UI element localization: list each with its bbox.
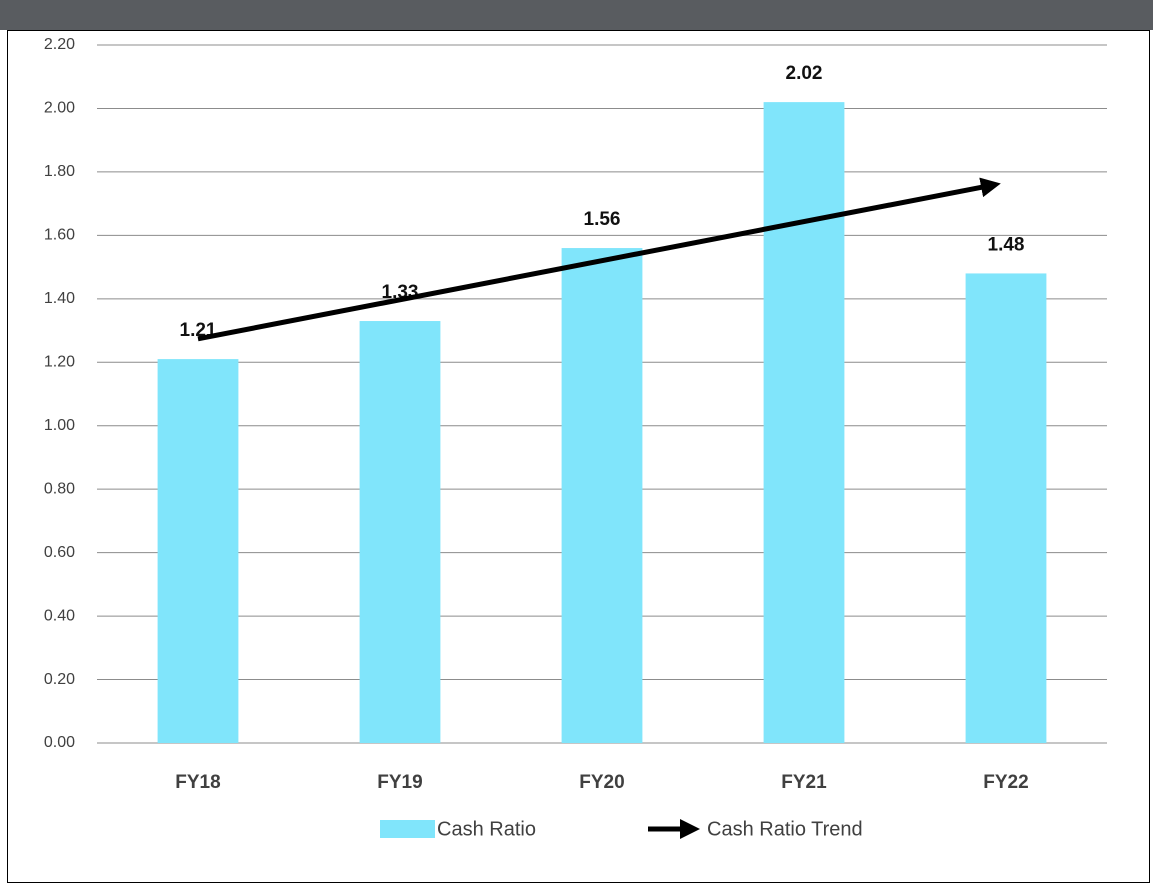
y-tick-label: 2.00 [44,100,75,117]
bar [965,273,1047,743]
trend-line [197,177,1001,342]
legend-swatch [380,820,435,838]
y-tick-label: 0.40 [44,607,75,624]
data-label: 1.48 [988,234,1025,255]
y-tick-label: 0.60 [44,544,75,561]
y-tick-label: 1.20 [44,353,75,370]
header-bar [0,0,1153,30]
bar [763,102,845,744]
data-label: 2.02 [786,63,823,84]
x-tick-label: FY20 [579,772,624,793]
legend-label: Cash Ratio [437,818,536,840]
legend-label: Cash Ratio Trend [707,818,863,840]
y-tick-label: 1.80 [44,163,75,180]
bar [359,321,441,743]
y-tick-label: 0.80 [44,480,75,497]
y-tick-label: 1.60 [44,227,75,244]
y-tick-label: 1.40 [44,290,75,307]
x-tick-label: FY22 [983,772,1028,793]
y-tick-label: 1.00 [44,417,75,434]
y-tick-label: 2.20 [44,36,75,53]
data-label: 1.56 [584,209,621,230]
y-tick-label: 0.20 [44,671,75,688]
x-tick-label: FY18 [175,772,220,793]
bar [157,359,239,743]
x-tick-label: FY19 [377,772,422,793]
bar [561,248,643,743]
y-tick-label: 0.00 [44,734,75,751]
x-tick-label: FY21 [781,772,827,793]
